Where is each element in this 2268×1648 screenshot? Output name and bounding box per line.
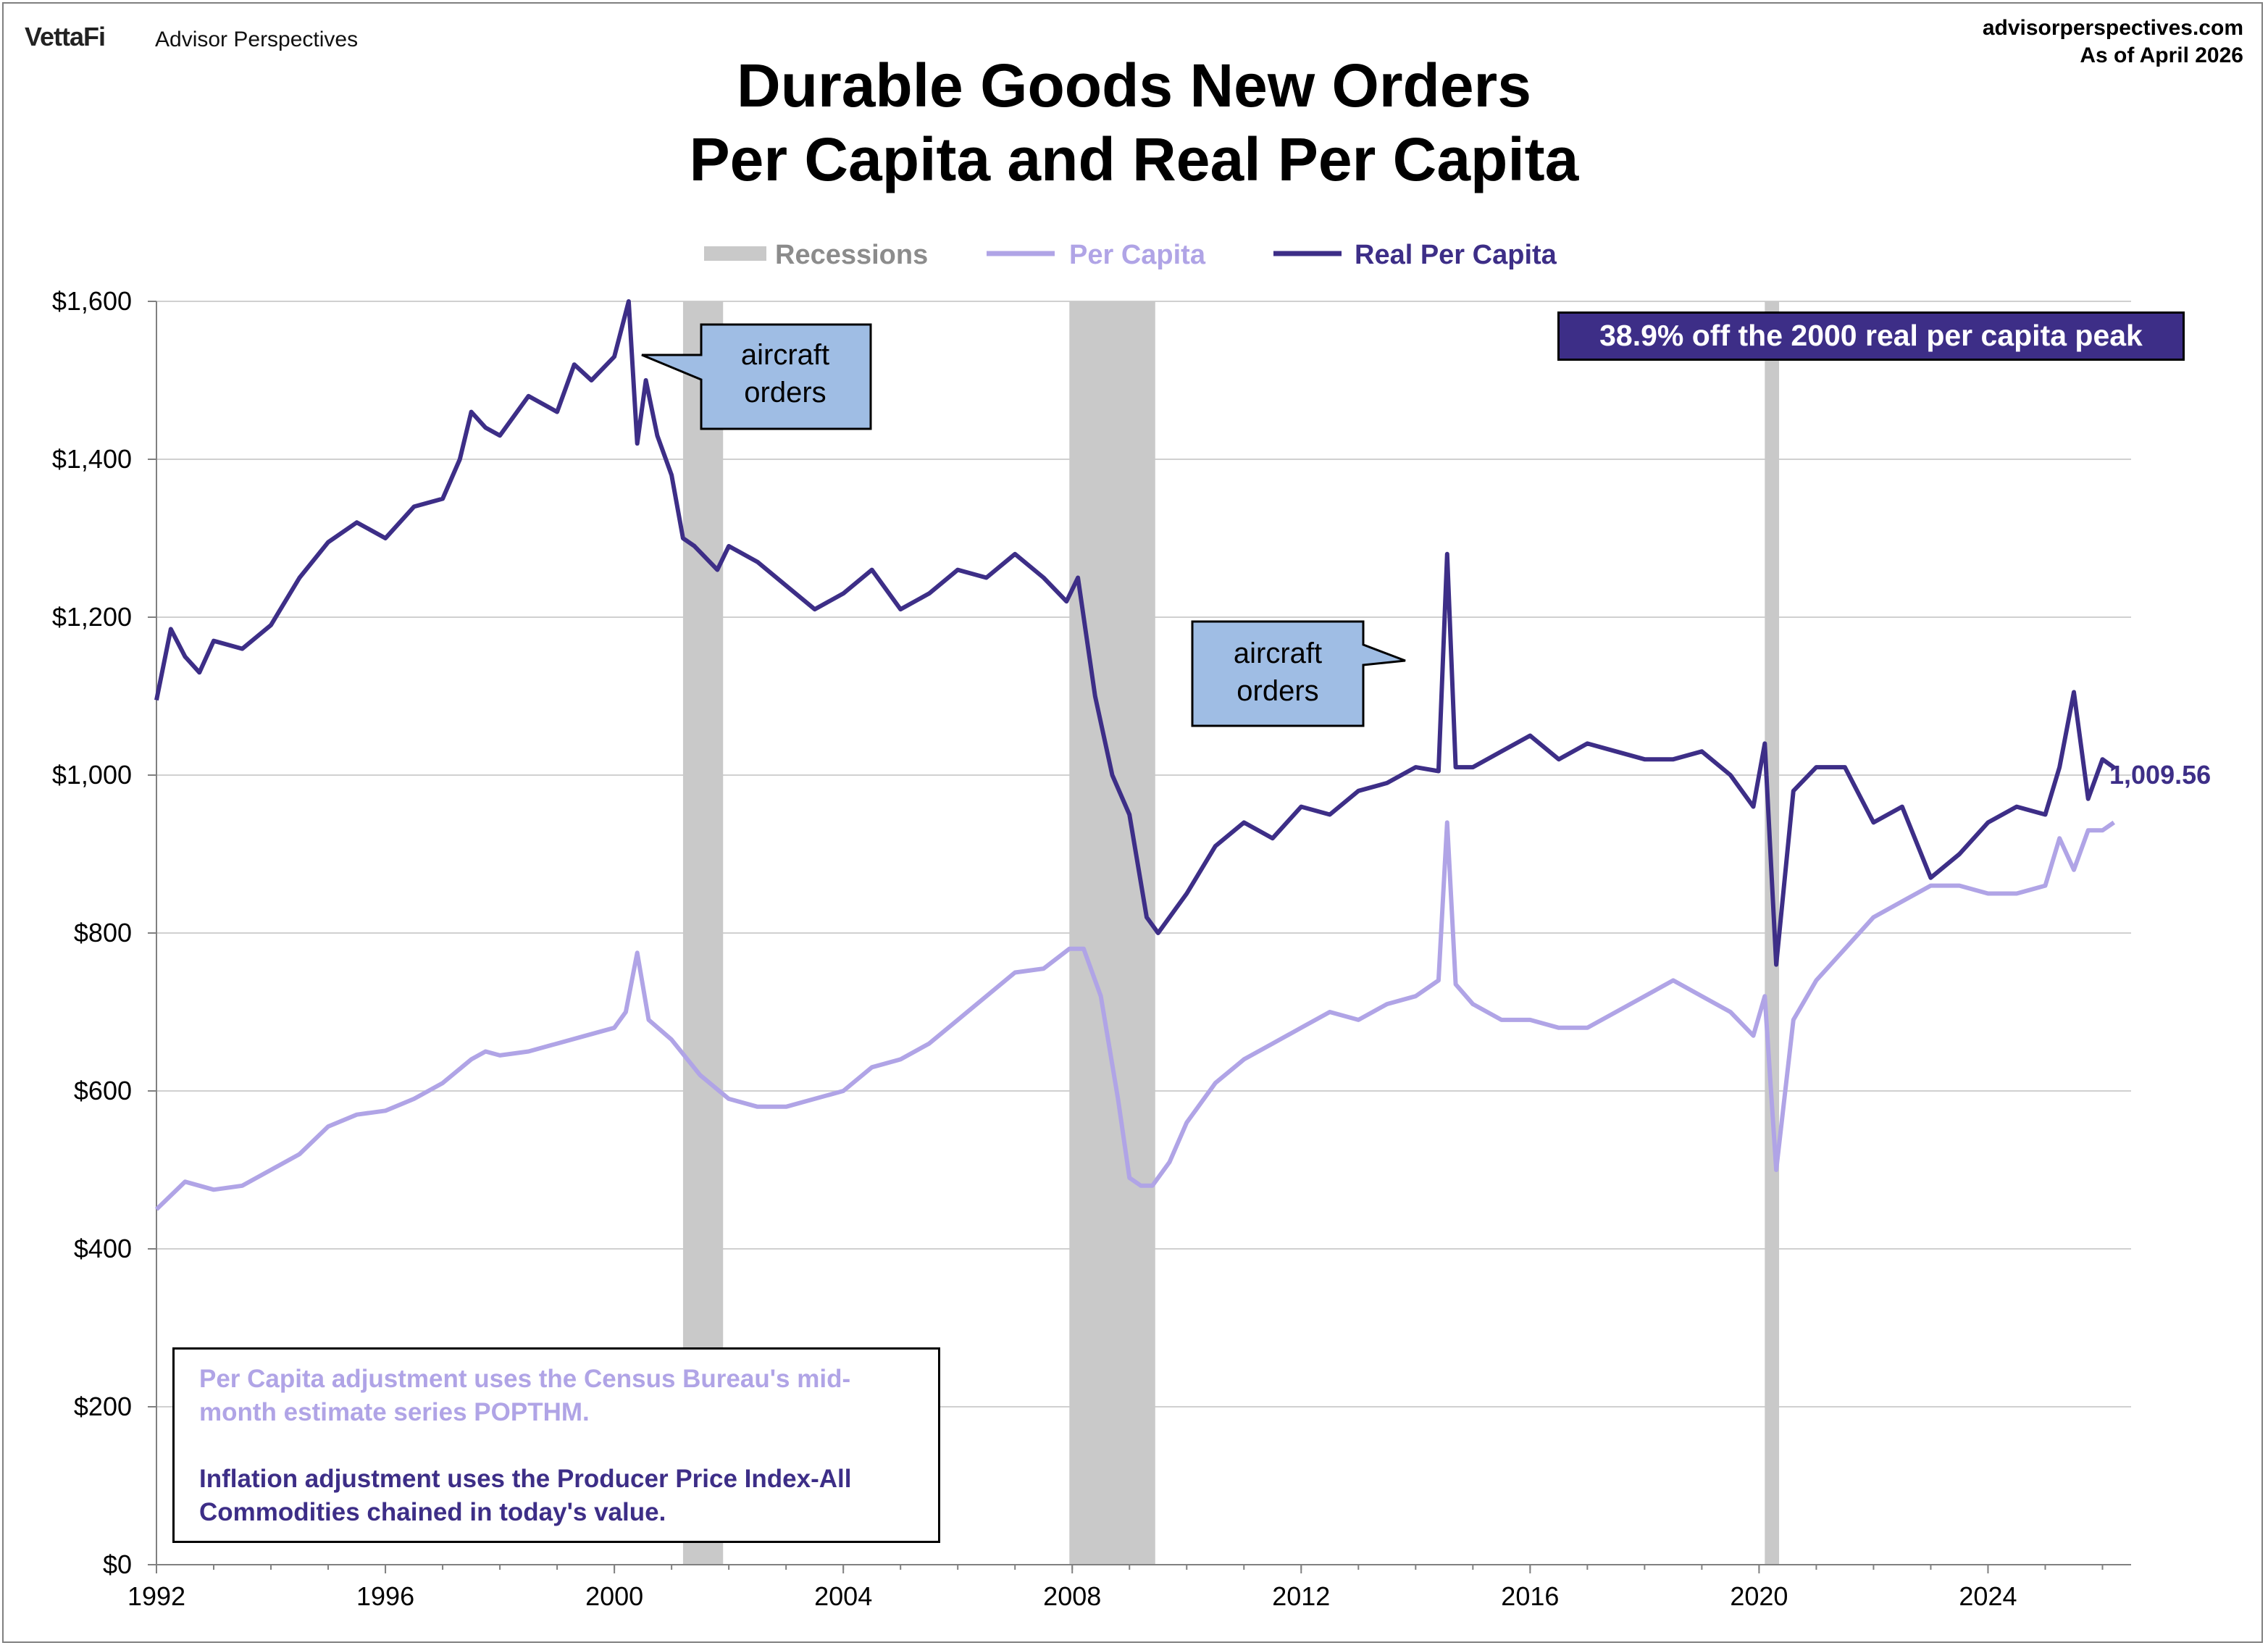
as-of-date: As of April 2026	[2080, 43, 2243, 67]
callout-line: aircraft	[740, 339, 830, 371]
callout-shape-2	[1191, 620, 1406, 727]
y-tick-label: $0	[103, 1549, 132, 1579]
methodology-note: Per Capita adjustment uses the Census Bu…	[172, 1347, 940, 1543]
note-per-capita: Per Capita adjustment uses the Census Bu…	[199, 1365, 851, 1426]
recession-band	[1765, 301, 1780, 1565]
callout-shape-1	[641, 323, 872, 430]
callout-line: orders	[1236, 675, 1319, 707]
axes: $0 $200 $400 $600 $800 $1,000 $1,200 $1,400 $1,6…	[52, 286, 2131, 1611]
legend-swatch-recessions	[704, 246, 766, 261]
x-tick-label: 2000	[585, 1581, 643, 1611]
y-tick-label: $600	[74, 1076, 132, 1105]
callouts	[641, 323, 1406, 727]
x-tick-label: 2004	[814, 1581, 872, 1611]
series-real-per-capita	[154, 299, 2116, 967]
y-tick-label: $1,200	[52, 602, 132, 632]
x-tick-label: 1992	[127, 1581, 185, 1611]
legend-label-real-per-capita: Real Per Capita	[1355, 240, 1557, 270]
last-value-label: 1,009.56	[2109, 760, 2211, 790]
x-tick-label: 2020	[1730, 1581, 1788, 1611]
x-tick-label: 2024	[1959, 1581, 2017, 1611]
site-url: advisorperspectives.com	[1982, 16, 2243, 40]
series-per-capita	[154, 820, 2116, 1211]
x-tick-label: 2008	[1043, 1581, 1101, 1611]
legend-label-recessions: Recessions	[775, 240, 928, 270]
callout-line: orders	[744, 377, 827, 409]
recession-band	[1069, 301, 1155, 1565]
callout-line: aircraft	[1233, 637, 1323, 669]
legend-label-per-capita: Per Capita	[1069, 240, 1206, 270]
x-tick-label: 2016	[1501, 1581, 1559, 1611]
source-info: advisorperspectives.com As of April 2026	[1983, 14, 2243, 70]
y-tick-label: $1,400	[52, 444, 132, 474]
legend: Recessions Per Capita Real Per Capita	[704, 240, 1557, 270]
y-tick-label: $200	[74, 1392, 132, 1421]
chart-title: Durable Goods New Orders	[737, 51, 1531, 120]
peak-annotation: 38.9% off the 2000 real per capita peak	[1557, 311, 2185, 361]
y-tick-label: $1,600	[52, 286, 132, 316]
x-tick-label: 2012	[1272, 1581, 1330, 1611]
brand-logo: VettaFi	[25, 22, 106, 51]
x-tick-label: 1996	[356, 1581, 414, 1611]
brand-subtitle: Advisor Perspectives	[155, 28, 359, 51]
series-lines	[154, 299, 2116, 1211]
chart-subtitle: Per Capita and Real Per Capita	[689, 125, 1579, 193]
y-tick-label: $1,000	[52, 760, 132, 790]
callout-aircraft-orders-2: aircraft orders	[1192, 635, 1363, 710]
y-tick-label: $800	[74, 918, 132, 948]
note-inflation: Inflation adjustment uses the Producer P…	[199, 1465, 852, 1526]
y-tick-label: $400	[74, 1234, 132, 1263]
callout-aircraft-orders-1: aircraft orders	[701, 336, 869, 411]
